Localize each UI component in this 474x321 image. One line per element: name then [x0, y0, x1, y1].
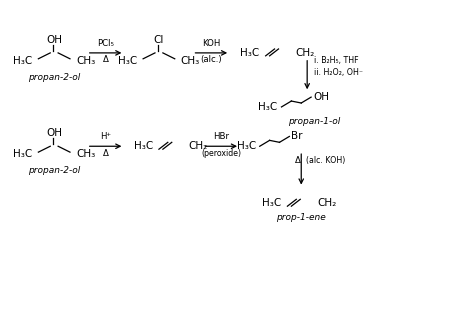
- Text: CH₂: CH₂: [295, 48, 315, 58]
- Text: PCl₅: PCl₅: [97, 39, 114, 48]
- Text: OH: OH: [313, 92, 329, 102]
- Text: (peroxide): (peroxide): [201, 149, 241, 158]
- Text: Cl: Cl: [154, 35, 164, 45]
- Text: ii. H₂O₂, OH⁻: ii. H₂O₂, OH⁻: [314, 68, 363, 77]
- Text: (alc. KOH): (alc. KOH): [306, 155, 346, 164]
- Text: CH₃: CH₃: [76, 56, 95, 66]
- Text: CH₃: CH₃: [181, 56, 200, 66]
- Text: H⁺: H⁺: [100, 132, 111, 141]
- Text: H₃C: H₃C: [262, 198, 282, 208]
- Text: (alc.): (alc.): [201, 55, 222, 64]
- Text: H₃C: H₃C: [13, 56, 32, 66]
- Text: Δ: Δ: [103, 55, 109, 64]
- Text: CH₂: CH₂: [317, 198, 336, 208]
- Text: HBr: HBr: [213, 132, 229, 141]
- Text: propan-2-ol: propan-2-ol: [28, 166, 80, 175]
- Text: H₃C: H₃C: [258, 102, 277, 112]
- Text: propan-1-ol: propan-1-ol: [288, 117, 340, 126]
- Text: H₃C: H₃C: [13, 149, 32, 159]
- Text: Br: Br: [292, 131, 303, 142]
- Text: OH: OH: [46, 35, 62, 45]
- Text: H₃C: H₃C: [134, 141, 153, 151]
- Text: H₃C: H₃C: [237, 141, 256, 151]
- Text: Δ: Δ: [295, 155, 301, 164]
- Text: CH₂: CH₂: [189, 141, 208, 151]
- Text: KOH: KOH: [202, 39, 220, 48]
- Text: H₃C: H₃C: [118, 56, 137, 66]
- Text: propan-2-ol: propan-2-ol: [28, 73, 80, 82]
- Text: CH₃: CH₃: [76, 149, 95, 159]
- Text: i. B₂H₅, THF: i. B₂H₅, THF: [314, 56, 359, 65]
- Text: H₃C: H₃C: [240, 48, 260, 58]
- Text: OH: OH: [46, 128, 62, 138]
- Text: prop-1-ene: prop-1-ene: [276, 213, 326, 222]
- Text: Δ: Δ: [103, 149, 109, 158]
